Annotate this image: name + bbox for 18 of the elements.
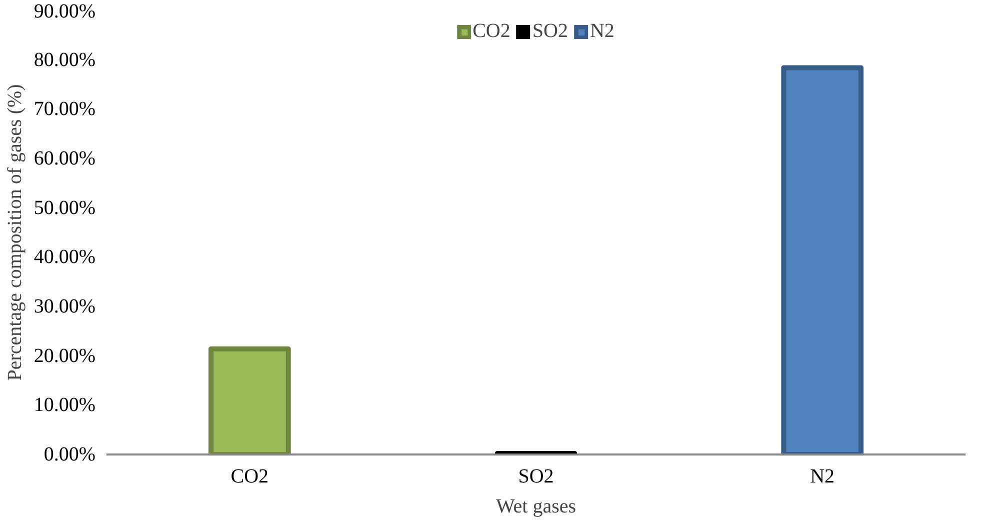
y-tick-label: 20.00%	[34, 344, 96, 367]
y-tick-label: 50.00%	[34, 196, 96, 219]
y-tick-label: 70.00%	[34, 98, 96, 120]
legend-label: N2	[590, 20, 614, 43]
y-tick-label: 60.00%	[34, 148, 96, 170]
x-axis-title: Wet gases	[496, 496, 576, 518]
y-tick-label: 90.00%	[34, 0, 96, 22]
x-tick-label: SO2	[518, 466, 554, 488]
x-tick-label: CO2	[230, 466, 269, 488]
y-axis-title: Percentage composition of gases (%)	[4, 84, 26, 381]
y-tick-label: 30.00%	[34, 296, 96, 318]
y-tick-label: 10.00%	[34, 394, 96, 416]
y-tick-label: 0.00%	[44, 444, 96, 466]
y-tick-label: 80.00%	[34, 48, 96, 71]
legend-label: CO2	[472, 20, 510, 43]
y-tick-label: 40.00%	[34, 246, 96, 268]
legend-label: SO2	[532, 20, 568, 43]
x-tick-label: N2	[810, 466, 835, 488]
